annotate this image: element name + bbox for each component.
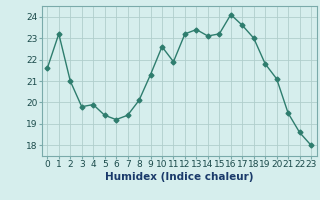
X-axis label: Humidex (Indice chaleur): Humidex (Indice chaleur) [105,172,253,182]
